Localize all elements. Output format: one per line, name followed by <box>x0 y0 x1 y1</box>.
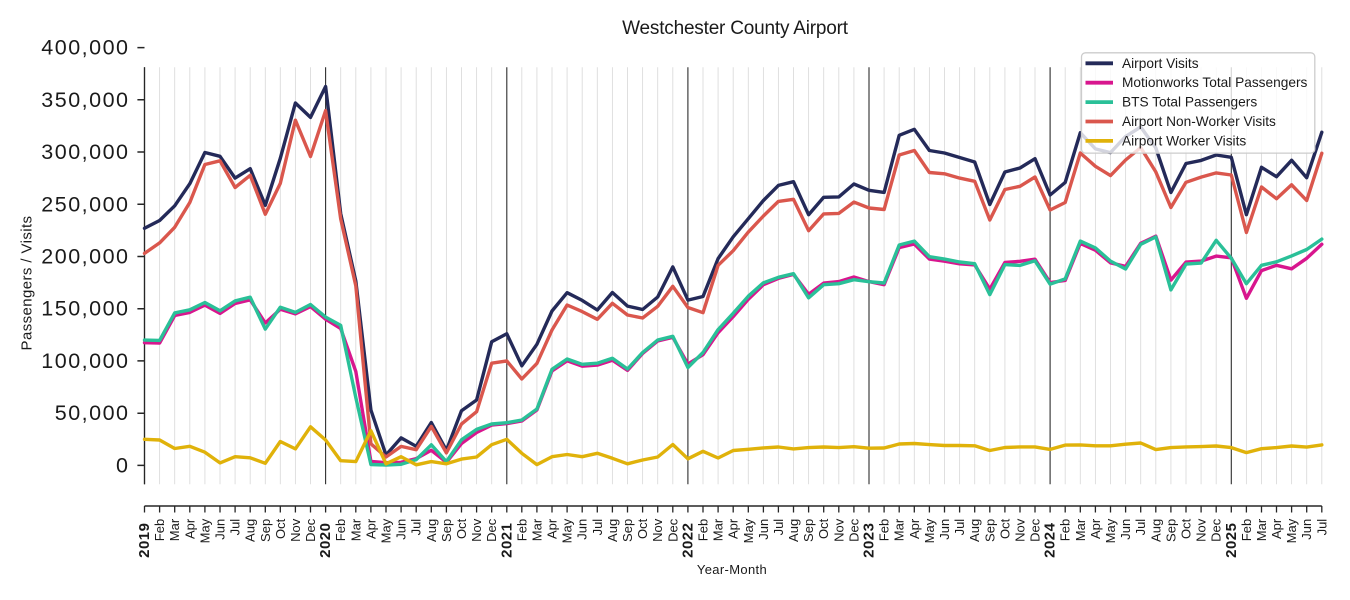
svg-text:Mar: Mar <box>1254 518 1269 541</box>
svg-text:Aug: Aug <box>967 519 982 542</box>
svg-text:Sep: Sep <box>258 519 273 542</box>
svg-text:Jun: Jun <box>575 519 590 540</box>
svg-text:Motionworks Total Passengers: Motionworks Total Passengers <box>1122 75 1308 90</box>
svg-text:Airport Visits: Airport Visits <box>1122 56 1199 71</box>
svg-text:Mar: Mar <box>711 518 726 541</box>
svg-text:Dec: Dec <box>1028 518 1043 542</box>
svg-text:Feb: Feb <box>152 519 167 541</box>
svg-text:Feb: Feb <box>514 519 529 541</box>
svg-text:Jun: Jun <box>1299 519 1314 540</box>
svg-text:0: 0 <box>116 453 129 477</box>
svg-text:Oct: Oct <box>635 518 650 539</box>
svg-text:Nov: Nov <box>1013 518 1028 542</box>
svg-text:Passengers / Visits: Passengers / Visits <box>19 216 36 351</box>
svg-text:Apr: Apr <box>182 518 197 539</box>
svg-text:Airport Non-Worker Visits: Airport Non-Worker Visits <box>1122 114 1276 129</box>
svg-text:Jul: Jul <box>409 519 424 536</box>
svg-text:Feb: Feb <box>333 519 348 541</box>
svg-text:Jun: Jun <box>756 519 771 540</box>
svg-text:Oct: Oct <box>997 518 1012 539</box>
svg-text:Nov: Nov <box>650 518 665 542</box>
svg-text:2021: 2021 <box>498 523 515 558</box>
svg-text:Oct: Oct <box>816 518 831 539</box>
svg-text:250,000: 250,000 <box>41 192 129 216</box>
svg-text:Apr: Apr <box>545 518 560 539</box>
svg-text:Oct: Oct <box>273 518 288 539</box>
svg-text:Apr: Apr <box>1269 518 1284 539</box>
svg-text:Dec: Dec <box>303 518 318 542</box>
svg-text:Mar: Mar <box>529 518 544 541</box>
svg-text:Jun: Jun <box>1118 519 1133 540</box>
svg-text:May: May <box>197 518 212 543</box>
svg-text:Westchester County Airport: Westchester County Airport <box>622 18 849 39</box>
svg-text:Jul: Jul <box>590 519 605 536</box>
svg-text:Sep: Sep <box>439 519 454 542</box>
svg-text:200,000: 200,000 <box>41 245 129 269</box>
svg-text:Aug: Aug <box>786 519 801 542</box>
svg-text:2025: 2025 <box>1223 523 1240 558</box>
svg-text:Nov: Nov <box>831 518 846 542</box>
svg-text:300,000: 300,000 <box>41 140 129 164</box>
svg-text:Aug: Aug <box>243 519 258 542</box>
svg-text:2020: 2020 <box>317 523 334 558</box>
svg-text:Jun: Jun <box>213 519 228 540</box>
svg-text:May: May <box>1103 518 1118 543</box>
svg-text:2024: 2024 <box>1042 522 1059 558</box>
svg-text:Apr: Apr <box>726 518 741 539</box>
svg-text:Feb: Feb <box>877 519 892 541</box>
svg-text:Aug: Aug <box>1148 519 1163 542</box>
svg-text:Year-Month: Year-Month <box>697 562 767 577</box>
svg-text:2023: 2023 <box>861 523 878 558</box>
svg-text:Apr: Apr <box>363 518 378 539</box>
svg-text:May: May <box>379 518 394 543</box>
svg-text:Jul: Jul <box>952 519 967 536</box>
svg-text:May: May <box>922 518 937 543</box>
svg-text:400,000: 400,000 <box>41 36 129 60</box>
svg-text:Jul: Jul <box>228 519 243 536</box>
svg-text:350,000: 350,000 <box>41 88 129 112</box>
svg-text:May: May <box>560 518 575 543</box>
svg-text:150,000: 150,000 <box>41 297 129 321</box>
svg-text:Mar: Mar <box>348 518 363 541</box>
svg-text:Jul: Jul <box>1314 519 1329 536</box>
svg-text:Aug: Aug <box>605 519 620 542</box>
svg-text:Jul: Jul <box>1133 519 1148 536</box>
svg-text:Nov: Nov <box>469 518 484 542</box>
svg-text:Feb: Feb <box>696 519 711 541</box>
svg-text:May: May <box>741 518 756 543</box>
svg-text:2022: 2022 <box>679 523 696 558</box>
svg-text:Apr: Apr <box>1088 518 1103 539</box>
svg-text:Jun: Jun <box>937 519 952 540</box>
svg-text:Nov: Nov <box>1194 518 1209 542</box>
svg-text:Sep: Sep <box>982 519 997 542</box>
svg-text:Dec: Dec <box>846 518 861 542</box>
svg-text:Dec: Dec <box>665 518 680 542</box>
svg-text:Oct: Oct <box>1179 518 1194 539</box>
svg-text:50,000: 50,000 <box>55 401 130 425</box>
svg-text:100,000: 100,000 <box>41 349 129 373</box>
svg-text:Feb: Feb <box>1058 519 1073 541</box>
svg-text:Dec: Dec <box>484 518 499 542</box>
svg-text:Mar: Mar <box>1073 518 1088 541</box>
svg-text:Jul: Jul <box>771 519 786 536</box>
svg-text:Feb: Feb <box>1239 519 1254 541</box>
svg-text:May: May <box>1284 518 1299 543</box>
svg-text:Oct: Oct <box>454 518 469 539</box>
svg-text:Sep: Sep <box>620 519 635 542</box>
svg-text:BTS Total Passengers: BTS Total Passengers <box>1122 95 1257 110</box>
svg-text:Sep: Sep <box>1163 519 1178 542</box>
svg-text:Dec: Dec <box>1209 518 1224 542</box>
svg-text:Sep: Sep <box>801 519 816 542</box>
svg-text:Mar: Mar <box>167 518 182 541</box>
svg-text:Jun: Jun <box>394 519 409 540</box>
svg-text:Aug: Aug <box>424 519 439 542</box>
svg-text:2019: 2019 <box>136 523 153 558</box>
svg-text:Nov: Nov <box>288 518 303 542</box>
svg-text:Apr: Apr <box>907 518 922 539</box>
svg-text:Airport Worker Visits: Airport Worker Visits <box>1122 133 1246 148</box>
svg-text:Mar: Mar <box>892 518 907 541</box>
